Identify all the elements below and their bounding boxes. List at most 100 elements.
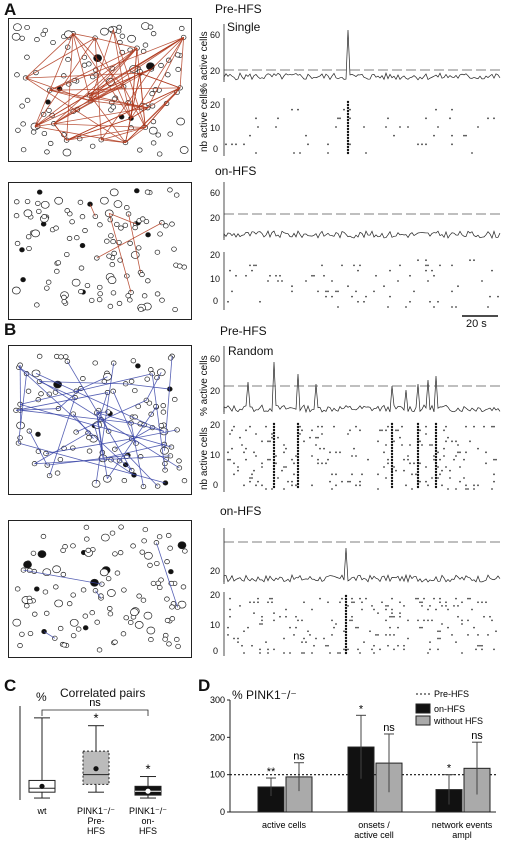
raster-spike — [359, 597, 361, 600]
raster-spike — [437, 637, 439, 640]
raster-spike — [346, 121, 350, 125]
raster-spike — [493, 473, 495, 476]
cell-contour — [35, 200, 41, 206]
raster-spike — [344, 633, 348, 637]
raster-spike — [296, 452, 300, 456]
cell-contour — [169, 604, 175, 610]
correlation-link — [25, 72, 140, 79]
correlation-link — [43, 631, 56, 639]
raster-spike — [299, 152, 301, 154]
raster-spike — [301, 641, 303, 644]
cell-contour — [25, 388, 32, 394]
raster-spike — [327, 601, 329, 604]
legend-label: without HFS — [433, 716, 483, 726]
raster-spike — [397, 429, 399, 432]
raster-spike — [285, 615, 287, 618]
raster-spike — [237, 641, 239, 644]
raster-spike — [241, 644, 243, 647]
cell-contour — [174, 636, 180, 643]
raster-spike — [253, 612, 255, 615]
raster-spike — [473, 484, 475, 487]
raster-spike — [272, 452, 276, 456]
raster-spike — [399, 126, 401, 128]
raster-spike — [303, 601, 305, 604]
raster-spike — [257, 126, 259, 128]
raster-spike — [273, 612, 275, 615]
raster-spike — [357, 648, 359, 651]
raster-spike — [429, 604, 431, 607]
correlation-link — [125, 73, 141, 143]
raster-spike — [327, 644, 329, 647]
raster-spike — [311, 608, 313, 611]
cell-contour — [36, 353, 43, 359]
tick: 0 — [213, 144, 219, 154]
raster-spike — [329, 451, 331, 454]
raster-spike — [323, 274, 325, 277]
correlation-link — [125, 87, 181, 143]
raster-spike — [393, 615, 395, 618]
raster-spike — [317, 436, 319, 439]
x-tick-label: PINK1⁻/⁻ — [77, 806, 115, 816]
raster-spike — [385, 633, 387, 636]
cell-contour — [54, 470, 61, 476]
raster-spike — [390, 476, 394, 480]
correlation-link — [72, 33, 96, 39]
cell-contour — [77, 199, 84, 205]
cell-contour — [134, 188, 140, 194]
cell-contour — [110, 290, 117, 296]
cell-contour — [114, 221, 120, 227]
raster-spike — [416, 482, 420, 486]
raster-spike — [357, 269, 359, 272]
raster-spike — [403, 644, 405, 647]
raster-spike — [411, 473, 413, 476]
raster-spike — [344, 645, 348, 649]
correlation-link — [110, 459, 135, 476]
cell-contour — [13, 23, 22, 32]
raster-spike — [255, 433, 257, 435]
cell-contour — [66, 601, 73, 607]
raster-spike — [337, 290, 339, 293]
raster-spike — [291, 480, 293, 483]
raster-spike — [451, 108, 453, 111]
raster-spike — [363, 126, 365, 128]
correlation-link — [53, 37, 184, 125]
cell-contour — [172, 306, 178, 313]
raster-spike — [487, 117, 489, 120]
cell-contour — [84, 282, 91, 289]
raster-spike — [407, 126, 409, 128]
raster-spike — [344, 639, 348, 643]
raster-spike — [272, 479, 276, 483]
cell-contour — [179, 25, 185, 32]
raster-spike — [425, 425, 427, 428]
raster-spike — [283, 466, 285, 468]
raster-spike — [417, 597, 419, 600]
cell-contour — [89, 143, 96, 149]
raster-spike — [399, 436, 401, 439]
raster-spike — [449, 477, 451, 479]
cell-contour — [30, 550, 37, 556]
raster-spike — [434, 428, 438, 432]
raster-spike — [487, 633, 489, 636]
cell-contour — [167, 545, 173, 551]
raster-spike — [296, 458, 300, 462]
raster-spike — [317, 462, 319, 465]
cell-contour — [41, 214, 47, 220]
correlation-link — [20, 373, 153, 405]
activity-trace — [223, 29, 501, 81]
cell-contour — [127, 619, 134, 625]
raster-spike — [331, 473, 333, 476]
cell-contour — [154, 560, 160, 567]
raster-spike — [493, 117, 495, 120]
raster-spike — [387, 306, 389, 308]
cell-contour — [24, 97, 31, 103]
raster-spike — [301, 652, 303, 654]
raster-spike — [407, 458, 409, 461]
cell-contour — [108, 233, 114, 239]
raster-spike — [393, 648, 395, 651]
raster-spike — [481, 280, 483, 282]
cell-contour — [27, 630, 34, 637]
raster-spike — [367, 458, 369, 461]
panel-d-ylabel: % PINK1⁻/⁻ — [232, 688, 297, 702]
correlation-link — [15, 392, 108, 411]
tick: 20 — [210, 100, 221, 110]
